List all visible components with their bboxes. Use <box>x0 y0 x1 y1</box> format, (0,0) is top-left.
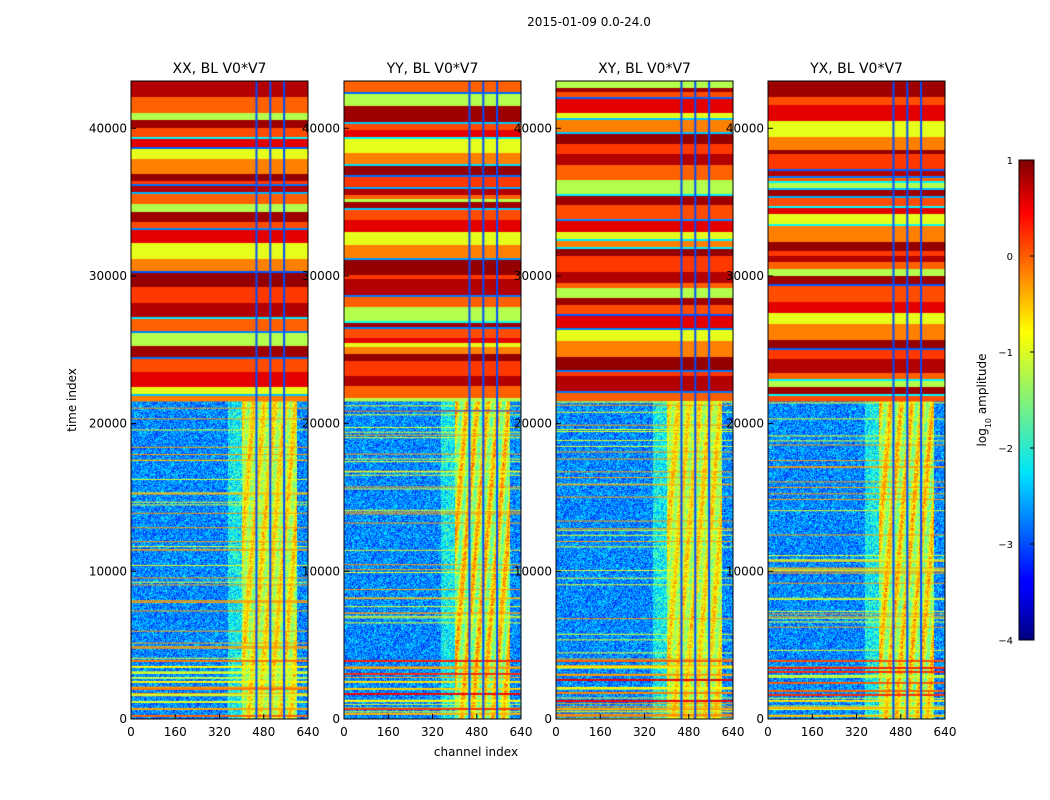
x-tick-label: 320 <box>208 725 231 739</box>
y-tick-label: 40000 <box>89 121 127 135</box>
y-tick-label: 40000 <box>302 121 340 135</box>
y-tick-label: 10000 <box>514 564 552 578</box>
panel-xx: XX, BL V0*V7 0 160 320 480 640 0 10000 20000 3000… <box>89 61 320 739</box>
colorbar-tick-label: 1 <box>1007 156 1013 167</box>
colorbar: 10−1−2−3−4 log10 amplitude <box>975 156 1035 647</box>
x-tick-label: 640 <box>297 725 320 739</box>
colorbar-label-rest: amplitude <box>975 354 989 418</box>
y-tick-label: 30000 <box>726 269 764 283</box>
figure-suptitle: 2015-01-09 0.0-24.0 <box>527 15 651 29</box>
x-tick-label: 640 <box>510 725 533 739</box>
x-tick-label: 0 <box>340 725 348 739</box>
colorbar-tick-label: −3 <box>998 540 1013 551</box>
y-tick-label: 10000 <box>89 564 127 578</box>
x-tick-label: 320 <box>845 725 868 739</box>
y-tick-label: 10000 <box>726 564 764 578</box>
colorbar-ticks: 1 0 −1 −2 −3 −4 <box>998 156 1034 647</box>
panel-title-xy: XY, BL V0*V7 <box>598 61 691 77</box>
heatmap-xx <box>131 81 308 719</box>
y-tick-label: 20000 <box>514 417 552 431</box>
x-tick-label: 480 <box>252 725 275 739</box>
y-axis-label: time index <box>65 368 79 432</box>
colorbar-tick-label: −4 <box>998 636 1013 647</box>
x-tick-label: 480 <box>677 725 700 739</box>
colorbar-tick-label: −2 <box>998 444 1013 455</box>
panel-yy: YY, BL V0*V7 0 160 320 480 640 0 10000 20000 3000… <box>302 61 533 739</box>
panel-xy: XY, BL V0*V7 0 160 320 480 640 0 10000 20000 3000… <box>514 61 745 739</box>
y-tick-label: 20000 <box>89 417 127 431</box>
y-tick-label: 30000 <box>89 269 127 283</box>
x-tick-label: 480 <box>465 725 488 739</box>
panel-yx: YX, BL V0*V7 0 160 320 480 640 0 10000 20000 3000… <box>726 61 957 739</box>
y-tick-label: 40000 <box>514 121 552 135</box>
heatmap-xy <box>556 81 733 719</box>
y-tick-label: 10000 <box>302 564 340 578</box>
panel-title-yx: YX, BL V0*V7 <box>809 61 903 77</box>
x-tick-label: 640 <box>934 725 957 739</box>
y-tick-label: 0 <box>756 712 764 726</box>
heatmap-yy <box>344 81 521 719</box>
colorbar-label: log10 amplitude <box>975 354 993 447</box>
y-tick-label: 20000 <box>302 417 340 431</box>
x-tick-label: 0 <box>764 725 772 739</box>
y-tick-label: 30000 <box>302 269 340 283</box>
x-axis-label: channel index <box>434 745 518 759</box>
panel-title-xx: XX, BL V0*V7 <box>173 61 267 77</box>
x-tick-label: 640 <box>722 725 745 739</box>
y-tick-label: 0 <box>119 712 127 726</box>
y-tick-label: 40000 <box>726 121 764 135</box>
colorbar-gradient <box>1018 159 1035 641</box>
heatmap-yx <box>768 81 945 719</box>
y-tick-label: 0 <box>332 712 340 726</box>
x-tick-label: 0 <box>552 725 560 739</box>
colorbar-tick-label: −1 <box>998 348 1013 359</box>
x-tick-label: 480 <box>889 725 912 739</box>
x-tick-label: 160 <box>589 725 612 739</box>
x-tick-label: 320 <box>633 725 656 739</box>
x-tick-label: 160 <box>164 725 187 739</box>
x-tick-label: 320 <box>421 725 444 739</box>
x-tick-label: 160 <box>377 725 400 739</box>
colorbar-label-main: log <box>975 428 989 446</box>
x-tick-label: 160 <box>801 725 824 739</box>
x-tick-label: 0 <box>127 725 135 739</box>
y-tick-label: 20000 <box>726 417 764 431</box>
panel-title-yy: YY, BL V0*V7 <box>386 61 479 77</box>
y-tick-label: 30000 <box>514 269 552 283</box>
y-tick-label: 0 <box>544 712 552 726</box>
panels-group: XX, BL V0*V7 0 160 320 480 640 0 10000 20000 3000… <box>89 61 957 739</box>
colorbar-tick-label: 0 <box>1007 252 1013 263</box>
colorbar-label-sub: 10 <box>984 418 993 428</box>
